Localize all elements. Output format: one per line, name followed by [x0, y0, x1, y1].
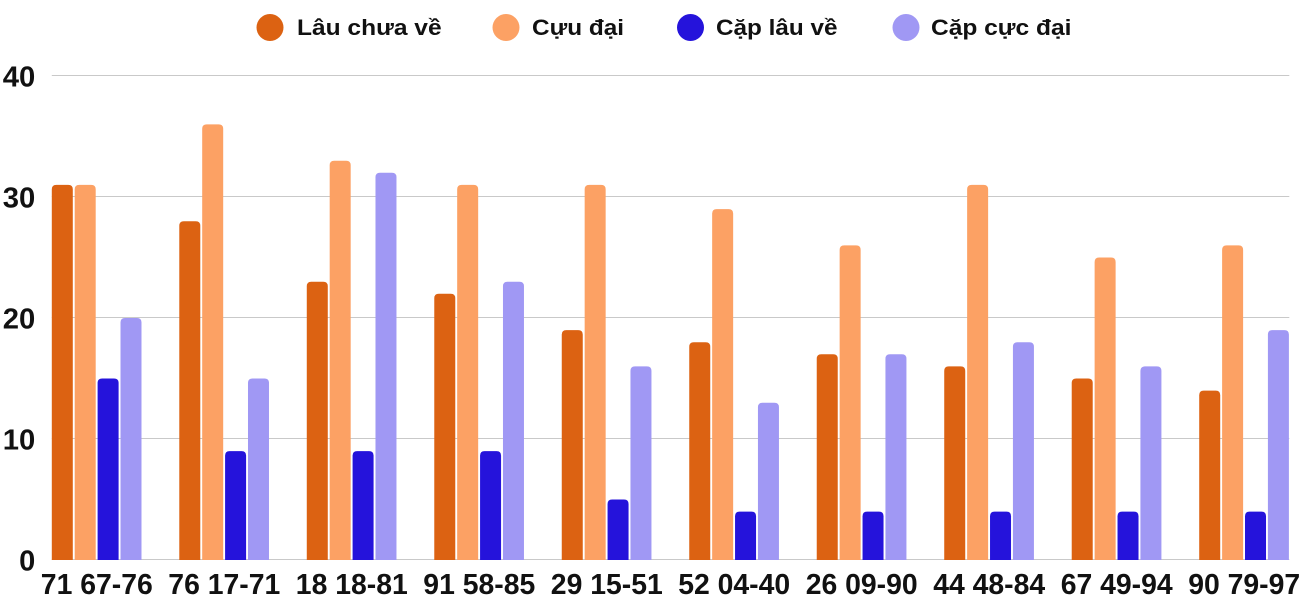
svg-text:52 04-40: 52 04-40 — [678, 569, 790, 600]
svg-text:71 67-76: 71 67-76 — [41, 569, 153, 600]
svg-text:76 17-71: 76 17-71 — [168, 569, 280, 600]
svg-text:0: 0 — [19, 546, 35, 578]
svg-text:Lâu chưa về: Lâu chưa về — [297, 15, 442, 40]
svg-text:10: 10 — [3, 425, 36, 457]
svg-text:40: 40 — [3, 62, 36, 94]
svg-text:29 15-51: 29 15-51 — [551, 569, 663, 600]
svg-text:67 49-94: 67 49-94 — [1061, 569, 1173, 600]
svg-text:91 58-85: 91 58-85 — [423, 569, 535, 600]
svg-text:Cặp cực đại: Cặp cực đại — [931, 15, 1071, 40]
svg-text:Cựu đại: Cựu đại — [532, 15, 624, 40]
svg-text:90 79-97: 90 79-97 — [1188, 569, 1300, 600]
svg-text:26 09-90: 26 09-90 — [806, 569, 918, 600]
svg-text:30: 30 — [3, 183, 36, 215]
svg-text:18 18-81: 18 18-81 — [296, 569, 408, 600]
svg-text:44 48-84: 44 48-84 — [933, 569, 1045, 600]
svg-text:Cặp lâu về: Cặp lâu về — [716, 15, 838, 40]
svg-text:20: 20 — [3, 304, 36, 336]
